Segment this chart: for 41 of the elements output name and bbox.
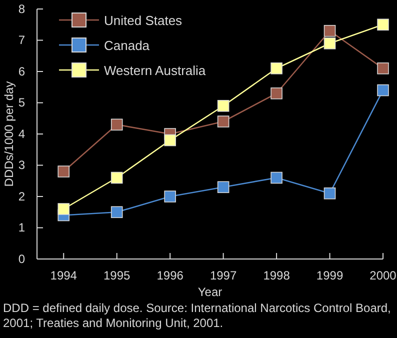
point bbox=[217, 181, 230, 194]
x-tick-label: 1997 bbox=[210, 268, 237, 283]
y-tick-label: 3 bbox=[18, 158, 26, 172]
point bbox=[324, 24, 336, 37]
point bbox=[217, 116, 230, 128]
y-tick-label: 8 bbox=[18, 2, 26, 16]
y-axis-title: DDDs/1000 per day bbox=[2, 81, 16, 187]
point bbox=[110, 206, 123, 218]
y-tick-label: 4 bbox=[18, 126, 26, 141]
x-tick-label: 2000 bbox=[370, 268, 397, 283]
x-tick-label: 1995 bbox=[103, 268, 131, 283]
y-tick-label: 5 bbox=[18, 96, 26, 110]
x-tick-label: 1994 bbox=[50, 268, 78, 283]
x-tick-label: 1999 bbox=[316, 268, 344, 283]
legend-label: Western Australia bbox=[104, 63, 206, 78]
point bbox=[58, 203, 70, 215]
legend-label: Canada bbox=[104, 38, 150, 53]
x-tick-label: 1998 bbox=[263, 268, 290, 283]
point bbox=[377, 62, 389, 74]
point bbox=[110, 172, 123, 184]
point bbox=[377, 84, 389, 96]
text: DDD = defined daily dose. Source: International Narcotics Control Board, 2001; Treaties and Monitoring Unit, 2001. bbox=[3, 301, 394, 330]
point bbox=[217, 100, 230, 112]
point bbox=[377, 18, 389, 31]
point bbox=[270, 87, 282, 100]
point bbox=[164, 134, 176, 146]
point bbox=[270, 172, 282, 184]
x-tick-label: 1996 bbox=[156, 268, 184, 283]
y-tick-label: 0 bbox=[18, 252, 26, 266]
point bbox=[164, 190, 176, 202]
y-tick-label: 7 bbox=[18, 33, 26, 48]
point bbox=[324, 187, 336, 200]
point bbox=[58, 166, 70, 178]
x-axis-title: Year bbox=[198, 285, 222, 299]
legend-label: United States bbox=[104, 13, 183, 28]
y-tick-label: 1 bbox=[18, 220, 26, 235]
point bbox=[324, 37, 336, 50]
point bbox=[270, 62, 282, 74]
y-tick-label: 6 bbox=[18, 64, 26, 78]
point bbox=[110, 118, 123, 131]
y-tick-label: 2 bbox=[18, 189, 26, 204]
